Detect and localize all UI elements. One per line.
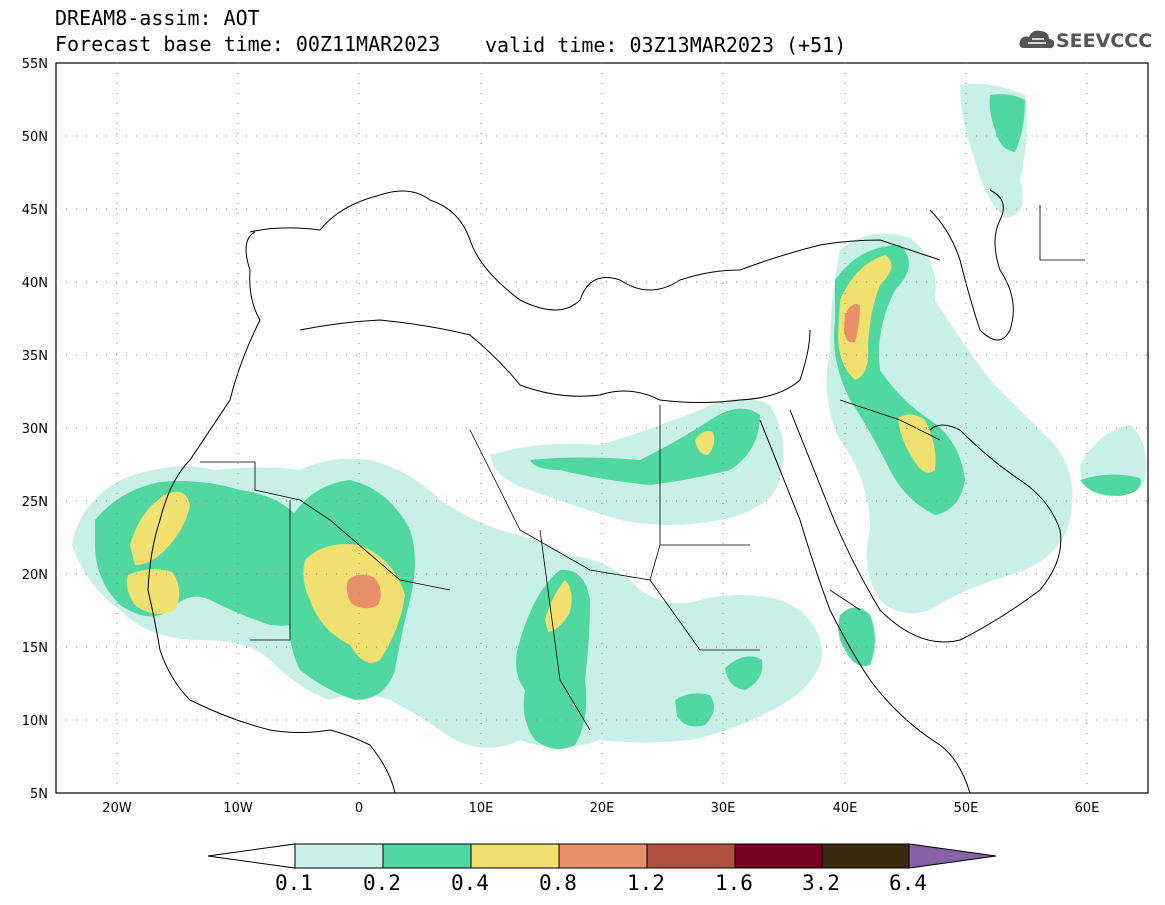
lon-label: 50E (954, 801, 979, 816)
colorbar-swatch (558, 843, 648, 869)
aot-contour-0.4-iraq (838, 255, 892, 380)
colorbar-label: 1.2 (627, 871, 665, 895)
logo-text: SEEVCCC (1056, 30, 1153, 52)
coastline-arabia (789, 409, 1062, 643)
lat-label: 20N (22, 568, 48, 583)
longitude-labels: 20W 10W 0 10E 20E 30E 40E 50E 60E (102, 801, 1099, 816)
lat-label: 30N (22, 422, 48, 437)
colorbar-swatch (821, 843, 910, 869)
colorbar-label: 3.2 (802, 871, 840, 895)
valid-time: valid time: 03Z13MAR2023 (+51) (485, 33, 847, 57)
gridlines (56, 63, 1148, 793)
aot-contour-0.8-mali (346, 574, 381, 609)
aot-contour-0.1-arabia (826, 233, 1073, 614)
lat-label: 10N (22, 714, 48, 729)
lon-label: 10W (223, 801, 253, 816)
colorbar (207, 843, 997, 869)
coastline-mediterranean-africa (299, 319, 811, 403)
aot-contour-0.2-sudan2 (725, 656, 763, 690)
colorbar-swatch (646, 843, 736, 869)
latitude-labels: 55N 50N 45N 40N 35N 30N 25N 20N 15N 10N … (22, 57, 48, 802)
coastlines (147, 189, 1085, 793)
aot-contour-0.2-egypt (530, 408, 760, 485)
aot-contour-0.4-coast2 (126, 569, 180, 614)
aot-contour-0.2-chad (516, 569, 590, 749)
lon-label: 40E (833, 801, 858, 816)
coastline-red-sea (759, 419, 971, 793)
forecast-base-time: Forecast base time: 00Z11MAR2023 (55, 32, 441, 56)
lon-label: 20W (102, 801, 132, 816)
coastline-caspian (929, 189, 1014, 341)
colorbar-label: 0.2 (363, 871, 401, 895)
aot-contour-0.2-kazakh (989, 94, 1025, 152)
lon-label: 10E (469, 801, 494, 816)
colorbar-swatch (294, 843, 384, 869)
colorbar-under-triangle (207, 843, 296, 869)
seevccc-logo-icon (1019, 30, 1055, 49)
colorbar-swatch (470, 843, 560, 869)
colorbar-over-triangle (908, 843, 997, 869)
lat-label: 50N (22, 130, 48, 145)
aot-field (72, 83, 1146, 749)
product-title: DREAM8-assim: AOT (55, 6, 260, 30)
aot-contour-0.2-gulf (1080, 474, 1141, 496)
colorbar-swatch (382, 843, 472, 869)
colorbar-label: 1.6 (715, 871, 753, 895)
lat-label: 15N (22, 641, 48, 656)
lat-label: 55N (22, 57, 48, 72)
aot-contour-0.8-iraq (844, 303, 860, 343)
aot-contour-0.4-coast (130, 491, 190, 565)
lat-label: 45N (22, 203, 48, 218)
lat-label: 25N (22, 495, 48, 510)
coastline-west-africa (147, 231, 396, 793)
lat-label: 35N (22, 349, 48, 364)
colorbar-label: 0.8 (539, 871, 577, 895)
colorbar-label: 0.4 (451, 871, 489, 895)
colorbar-swatch (734, 843, 823, 869)
aot-contour-0.2-eritrea (838, 607, 875, 666)
lon-label: 0 (355, 801, 363, 816)
lon-label: 30E (711, 801, 736, 816)
aot-contour-0.4-egypt (695, 431, 715, 455)
border-lines (200, 205, 1085, 731)
colorbar-label: 0.1 (275, 871, 313, 895)
colorbar-label: 6.4 (889, 871, 927, 895)
lon-label: 20E (590, 801, 615, 816)
lat-label: 5N (30, 787, 48, 802)
aot-contour-0.2-sudan (675, 693, 714, 727)
lat-label: 40N (22, 276, 48, 291)
aot-contour-0.4-iraq2 (898, 414, 936, 473)
coastline-europe (249, 190, 941, 311)
lon-label: 60E (1075, 801, 1100, 816)
